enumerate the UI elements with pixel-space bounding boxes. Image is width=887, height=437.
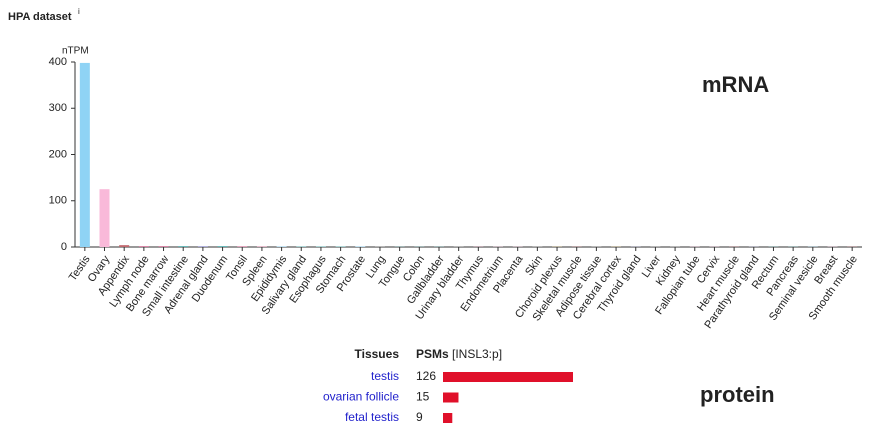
bar[interactable] (198, 246, 208, 247)
psms-value: 9 (416, 410, 423, 424)
tissue-link[interactable]: ovarian follicle (323, 390, 399, 404)
psms-value: 126 (416, 369, 436, 383)
bar[interactable] (237, 246, 247, 247)
mrna-label: mRNA (702, 72, 769, 97)
protein-label: protein (700, 382, 775, 407)
y-tick-label: 300 (49, 102, 67, 114)
psms-bar (443, 372, 573, 382)
bar[interactable] (100, 189, 110, 247)
y-tick-label: 400 (49, 56, 67, 68)
psms-bar (443, 393, 458, 403)
y-tick-label: 100 (49, 195, 67, 207)
bar[interactable] (80, 63, 90, 247)
gene-header: [INSL3:p] (452, 347, 502, 361)
bar[interactable] (178, 246, 188, 247)
psms-value: 15 (416, 390, 430, 404)
bar[interactable] (139, 246, 149, 247)
title: HPA dataset (8, 11, 72, 23)
tissue-link[interactable]: fetal testis (345, 410, 399, 424)
bar[interactable] (119, 245, 129, 247)
psms-bar (443, 413, 452, 423)
psms-header: PSMs (416, 347, 449, 361)
info-icon[interactable]: i (78, 7, 80, 16)
tissues-header: Tissues (355, 347, 400, 361)
y-tick-label: 0 (61, 241, 67, 253)
y-tick-label: 200 (49, 148, 67, 160)
tissue-link[interactable]: testis (371, 369, 399, 383)
bar[interactable] (218, 246, 228, 247)
bar[interactable] (159, 246, 169, 247)
